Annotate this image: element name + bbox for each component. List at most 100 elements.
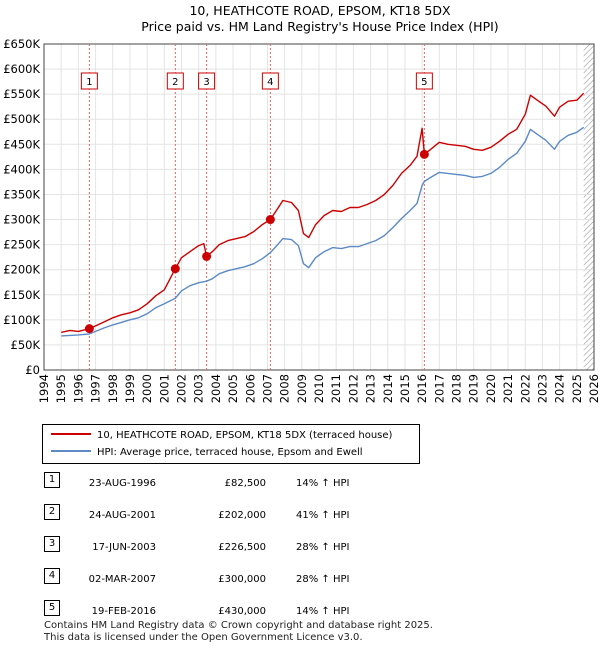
- sale-label-number: 5: [421, 77, 427, 88]
- sale-point: [84, 324, 94, 334]
- y-tick-label: £550K: [3, 87, 40, 101]
- sale-point: [265, 215, 275, 225]
- x-tick-label: 2009: [295, 374, 309, 403]
- x-tick-label: 1997: [89, 374, 103, 403]
- y-tick-label: £400K: [3, 162, 40, 176]
- legend-swatch-hpi: [51, 450, 91, 452]
- price-chart: 10, HEATHCOTE ROAD, EPSOM, KT18 5DX Pric…: [3, 3, 600, 403]
- y-tick-label: £450K: [3, 137, 40, 151]
- sale-number-badge: 1: [44, 472, 60, 488]
- x-tick-label: 1999: [123, 374, 137, 403]
- hpi-line: [61, 126, 585, 337]
- sale-price: £226,500: [218, 542, 266, 553]
- sale-label-box: [261, 72, 279, 90]
- sale-label-number: 4: [267, 77, 273, 88]
- sale-hpi-diff: 28% ↑ HPI: [296, 574, 350, 585]
- x-tick-label: 2018: [450, 374, 464, 403]
- x-tick-label: 2002: [175, 374, 189, 403]
- sales-table: 1 23-AUG-1996 £82,500 14% ↑ HPI 2 24-AUG…: [44, 470, 444, 630]
- x-tick-label: 2026: [587, 374, 600, 403]
- footer-attribution: Contains HM Land Registry data © Crown c…: [44, 620, 433, 644]
- chart-title: 10, HEATHCOTE ROAD, EPSOM, KT18 5DX: [189, 3, 451, 18]
- sale-number-badge: 3: [44, 536, 60, 552]
- sale-hpi-diff: 14% ↑ HPI: [296, 478, 350, 489]
- table-row: 2 24-AUG-2001 £202,000 41% ↑ HPI: [44, 502, 444, 534]
- x-tick-label: 2020: [484, 374, 498, 403]
- sale-number-badge: 2: [44, 504, 60, 520]
- sale-label-box: [198, 72, 216, 90]
- plot-border: [43, 43, 595, 371]
- y-tick-label: £350K: [3, 187, 40, 201]
- x-tick-label: 2012: [346, 374, 360, 403]
- x-tick-label: 1998: [106, 374, 120, 403]
- y-tick-label: £50K: [11, 338, 41, 352]
- x-tick-label: 2011: [329, 374, 343, 403]
- x-tick-label: 2006: [243, 374, 257, 403]
- sale-label-number: 2: [172, 77, 178, 88]
- property-price-line: [61, 92, 585, 334]
- sale-hpi-diff: 14% ↑ HPI: [296, 606, 350, 617]
- footer-copyright: Contains HM Land Registry data © Crown c…: [44, 620, 433, 631]
- sale-price: £202,000: [218, 510, 266, 521]
- x-tick-label: 2000: [140, 374, 154, 403]
- x-tick-label: 1996: [71, 374, 85, 403]
- y-tick-label: £500K: [3, 112, 40, 126]
- legend-item-hpi: HPI: Average price, terraced house, Epso…: [51, 445, 363, 461]
- legend-item-property: 10, HEATHCOTE ROAD, EPSOM, KT18 5DX (ter…: [51, 428, 392, 444]
- legend-label-hpi: HPI: Average price, terraced house, Epso…: [97, 447, 363, 458]
- footer-licence: This data is licensed under the Open Gov…: [44, 632, 363, 643]
- sale-date: 17-JUN-2003: [92, 542, 156, 553]
- table-row: 1 23-AUG-1996 £82,500 14% ↑ HPI: [44, 470, 444, 502]
- x-tick-label: 2022: [518, 374, 532, 403]
- sale-date: 19-FEB-2016: [91, 606, 156, 617]
- x-tick-label: 2005: [226, 374, 240, 403]
- sale-number-badge: 5: [44, 600, 60, 616]
- sale-date: 23-AUG-1996: [88, 478, 156, 489]
- sale-hpi-diff: 41% ↑ HPI: [296, 510, 350, 521]
- sale-point: [419, 149, 429, 159]
- y-tick-label: £100K: [3, 313, 40, 327]
- table-row: 4 02-MAR-2007 £300,000 28% ↑ HPI: [44, 566, 444, 598]
- sale-price: £430,000: [218, 606, 266, 617]
- x-tick-label: 2003: [192, 374, 206, 403]
- x-tick-label: 2007: [260, 374, 274, 403]
- y-tick-label: £0: [25, 363, 40, 377]
- sale-date: 02-MAR-2007: [88, 574, 156, 585]
- x-tick-label: 1994: [37, 374, 51, 403]
- table-row: 3 17-JUN-2003 £226,500 28% ↑ HPI: [44, 534, 444, 566]
- sale-date: 24-AUG-2001: [88, 510, 156, 521]
- x-tick-label: 2025: [570, 374, 584, 403]
- x-tick-label: 2008: [278, 374, 292, 403]
- legend: 10, HEATHCOTE ROAD, EPSOM, KT18 5DX (ter…: [42, 424, 420, 464]
- x-tick-label: 2014: [381, 374, 395, 403]
- x-tick-label: 2010: [312, 374, 326, 403]
- sale-label-box: [415, 72, 433, 90]
- x-tick-label: 2016: [415, 374, 429, 403]
- x-tick-label: 2019: [467, 374, 481, 403]
- x-tick-label: 2004: [209, 374, 223, 403]
- sale-label-box: [166, 72, 184, 90]
- sale-label-number: 3: [203, 77, 209, 88]
- forecast-hatch: [583, 44, 594, 370]
- sale-point: [202, 251, 212, 261]
- y-tick-label: £300K: [3, 213, 40, 227]
- y-tick-label: £650K: [3, 37, 40, 51]
- chart-subtitle: Price paid vs. HM Land Registry's House …: [141, 19, 498, 34]
- sale-label-number: 1: [86, 77, 92, 88]
- x-tick-label: 2013: [364, 374, 378, 403]
- table-row: 5 19-FEB-2016 £430,000 14% ↑ HPI: [44, 598, 444, 630]
- sale-hpi-diff: 28% ↑ HPI: [296, 542, 350, 553]
- x-tick-label: 2017: [432, 374, 446, 403]
- y-tick-label: £200K: [3, 263, 40, 277]
- legend-label-property: 10, HEATHCOTE ROAD, EPSOM, KT18 5DX (ter…: [97, 430, 393, 441]
- sale-label-box: [80, 72, 98, 90]
- x-tick-label: 2021: [501, 374, 515, 403]
- y-tick-label: £600K: [3, 62, 40, 76]
- legend-swatch-property: [51, 433, 91, 435]
- sale-price: £300,000: [218, 574, 266, 585]
- x-tick-label: 2015: [398, 374, 412, 403]
- x-tick-label: 2023: [535, 374, 549, 403]
- sale-number-badge: 4: [44, 568, 60, 584]
- sale-price: £82,500: [224, 478, 266, 489]
- sale-point: [170, 264, 180, 274]
